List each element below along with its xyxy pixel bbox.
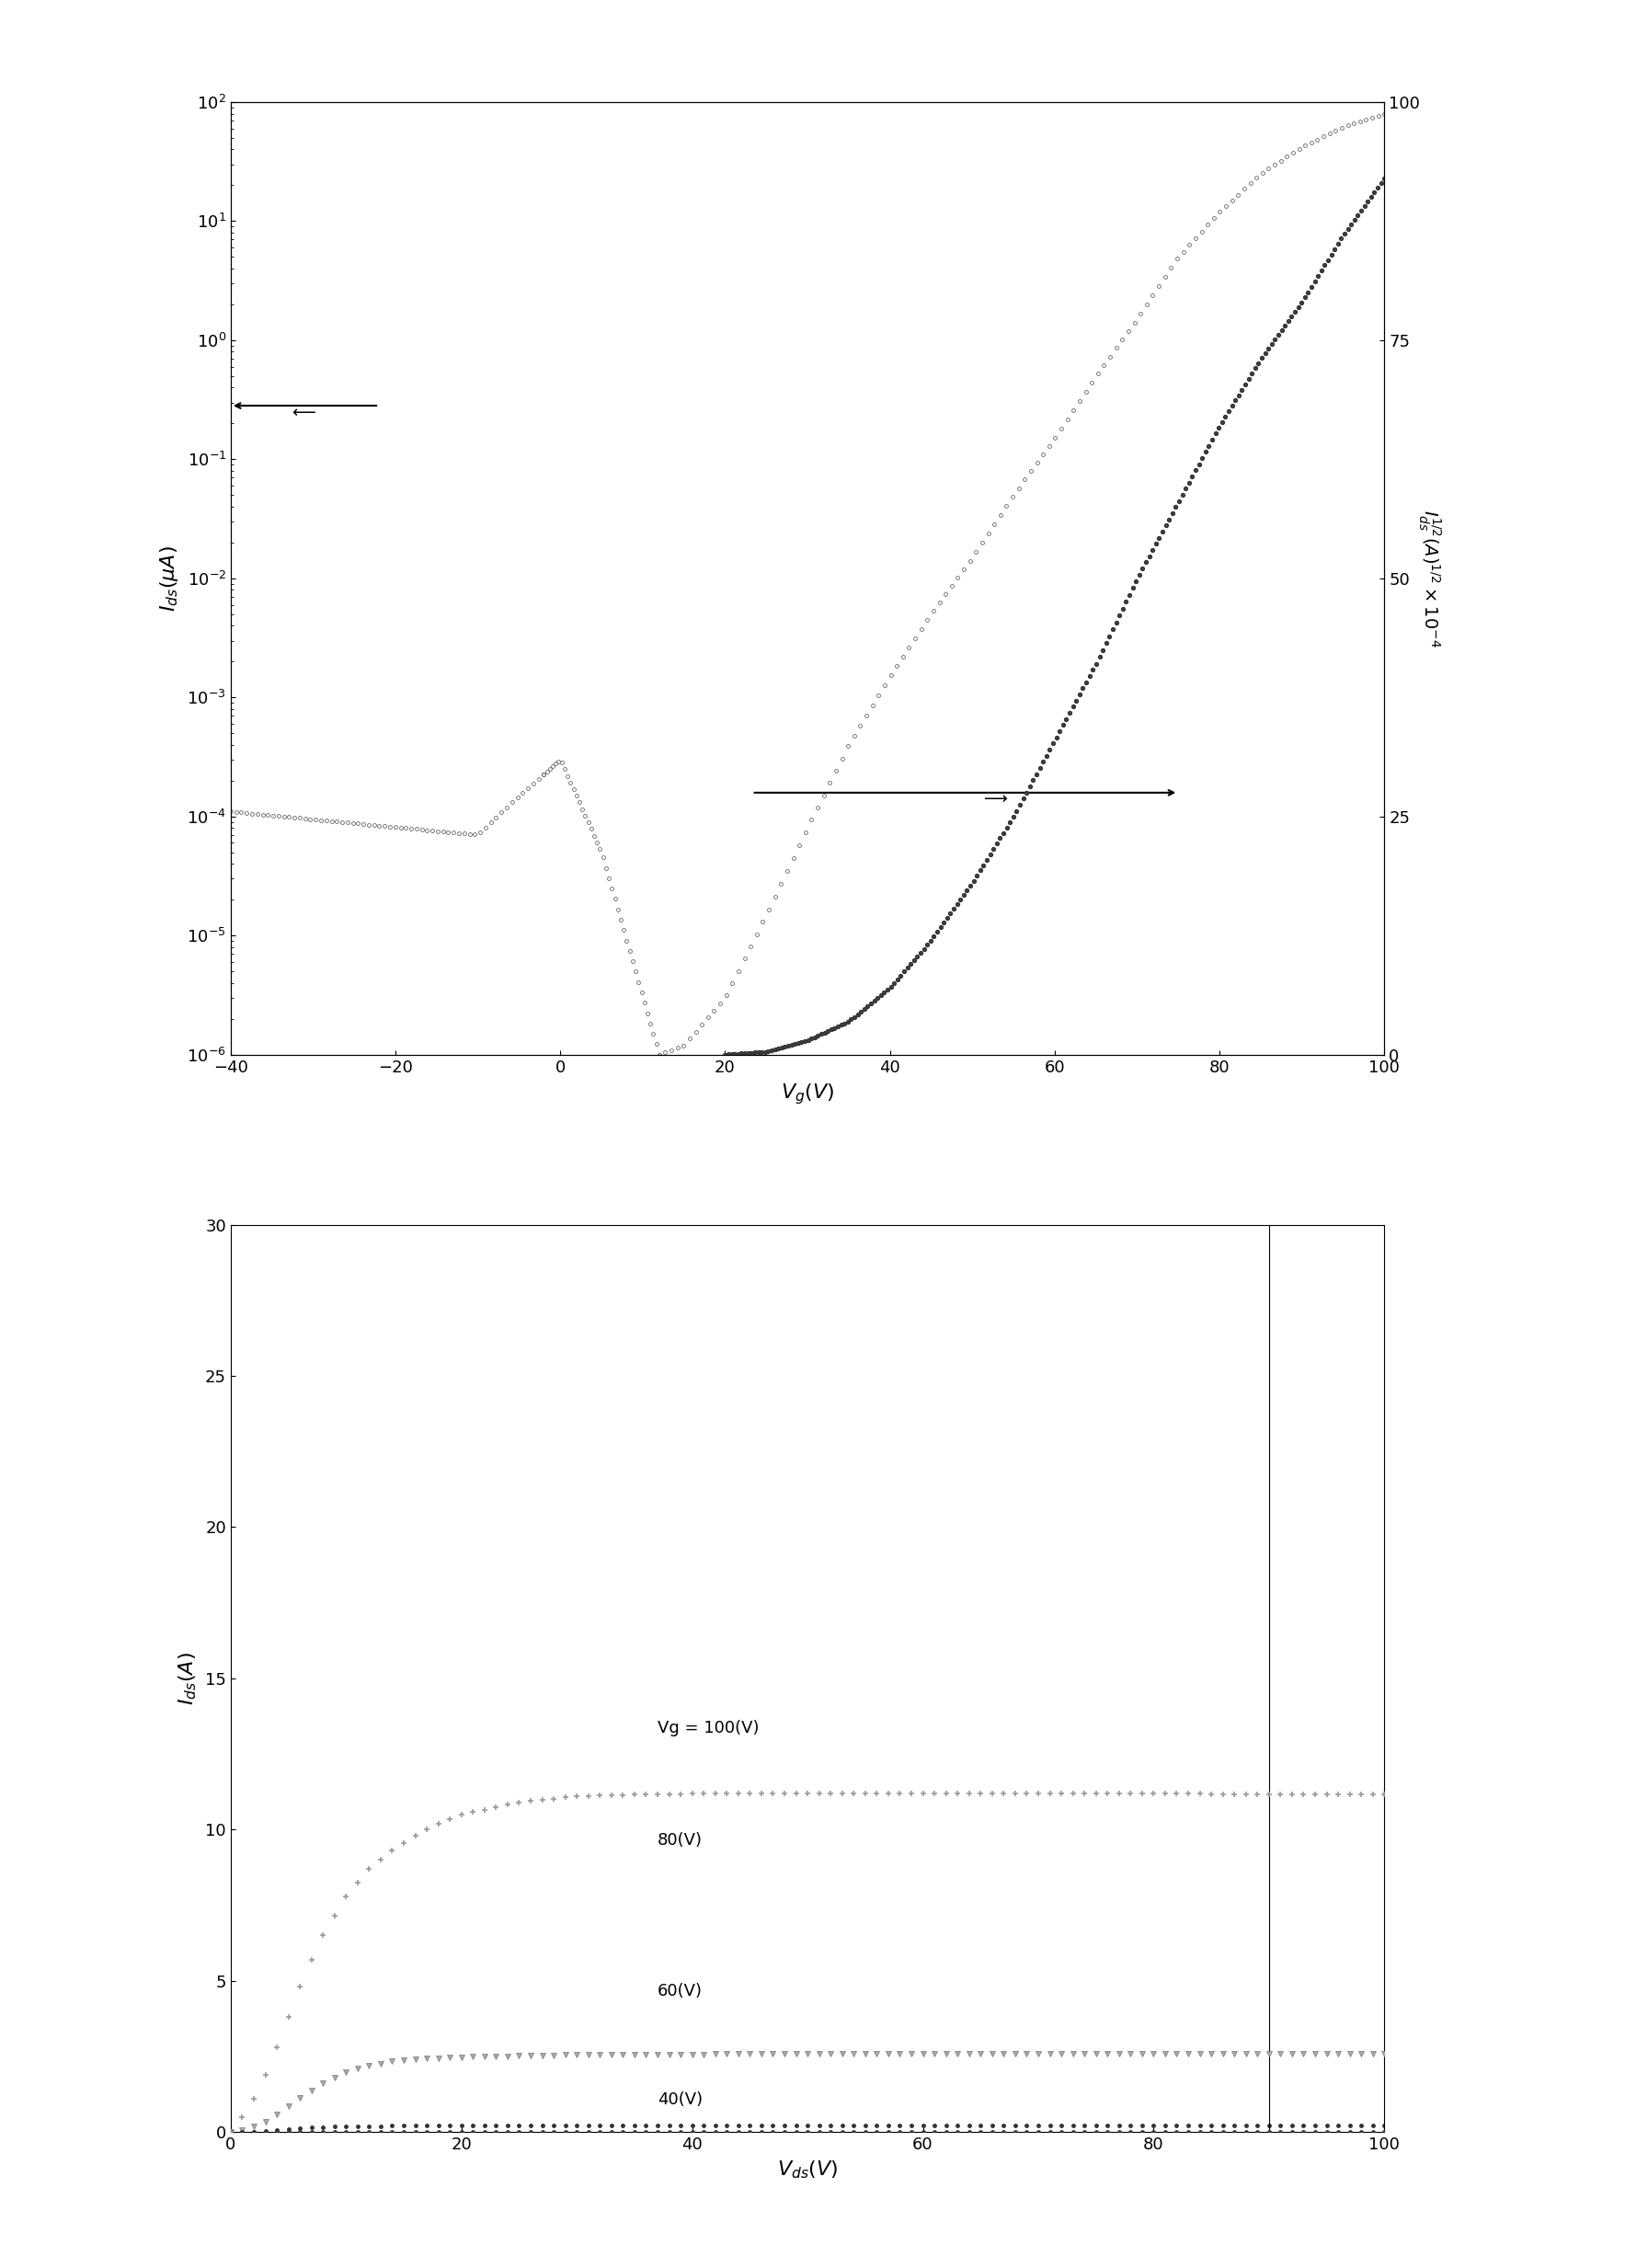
Y-axis label: $I_{ds}(\mu A)$: $I_{ds}(\mu A)$: [158, 544, 180, 612]
X-axis label: $V_{ds}(V)$: $V_{ds}(V)$: [776, 2159, 839, 2182]
Text: $\longrightarrow$: $\longrightarrow$: [981, 789, 1009, 807]
Text: Vg = 100(V): Vg = 100(V): [658, 1719, 760, 1737]
Text: 40(V): 40(V): [658, 2091, 702, 2109]
Y-axis label: $I_{ds}^{1/2}(A)^{1/2}\times10^{-4}$: $I_{ds}^{1/2}(A)^{1/2}\times10^{-4}$: [1417, 510, 1444, 646]
Y-axis label: $I_{ds}(A)$: $I_{ds}(A)$: [176, 1651, 199, 1706]
Text: 80(V): 80(V): [658, 1833, 702, 1848]
Text: $\longleftarrow$: $\longleftarrow$: [288, 404, 316, 420]
X-axis label: $V_g(V)$: $V_g(V)$: [781, 1082, 834, 1107]
Text: 60(V): 60(V): [658, 1982, 702, 2000]
